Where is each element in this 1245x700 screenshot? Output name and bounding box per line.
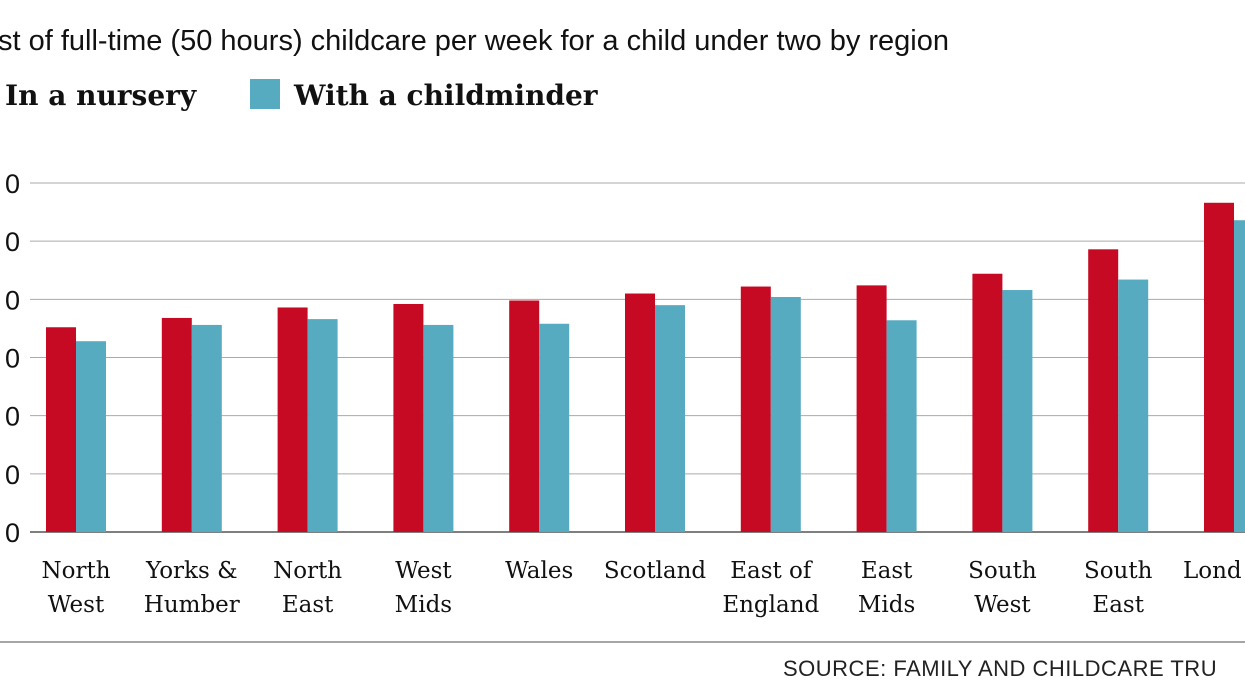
legend-label: With a childminder xyxy=(293,79,599,112)
y-tick-label: 0 xyxy=(5,402,20,432)
bar xyxy=(161,317,192,532)
x-tick-label: North East xyxy=(273,558,342,618)
x-tick-label: Lond xyxy=(1183,558,1242,584)
y-tick-label: 0 xyxy=(5,460,20,490)
bar xyxy=(856,285,887,532)
x-tick-label: East Mids xyxy=(858,558,915,618)
bar xyxy=(423,324,454,532)
y-tick-label: 0 xyxy=(5,227,20,257)
legend-label: In a nursery xyxy=(5,79,197,112)
bar xyxy=(539,323,570,532)
x-tick-label: North West xyxy=(41,558,110,618)
x-tick-label: South East xyxy=(1084,558,1153,618)
bar xyxy=(770,297,801,532)
chart-title: st of full-time (50 hours) childcare per… xyxy=(0,25,949,57)
x-tick-label: Yorks & Humber xyxy=(144,558,240,618)
bar xyxy=(307,319,338,532)
bar xyxy=(972,273,1003,532)
x-tick-label: East of England xyxy=(722,558,819,618)
bar xyxy=(191,324,222,532)
bar xyxy=(1204,202,1234,532)
bar xyxy=(277,307,308,532)
bar xyxy=(46,327,76,532)
bar xyxy=(1002,290,1033,532)
y-tick-label: 0 xyxy=(5,344,20,374)
bar xyxy=(655,305,685,532)
x-tick-label: South West xyxy=(968,558,1037,618)
bar xyxy=(76,341,106,532)
y-tick-label: 0 xyxy=(5,169,20,199)
bar xyxy=(740,286,771,532)
bar xyxy=(1234,220,1245,532)
bar xyxy=(509,300,540,532)
bar xyxy=(1088,249,1119,532)
y-tick-label: 0 xyxy=(5,285,20,315)
x-tick-label: Scotland xyxy=(604,558,707,584)
bar xyxy=(625,293,655,532)
y-tick-label: 0 xyxy=(5,518,20,548)
legend-swatch xyxy=(250,79,280,109)
source: SOURCE: FAMILY AND CHILDCARE TRU xyxy=(783,656,1217,681)
bar xyxy=(393,303,424,532)
bar xyxy=(1118,279,1149,532)
bar xyxy=(886,320,917,532)
x-tick-label: West Mids xyxy=(395,558,453,618)
x-tick-label: Wales xyxy=(505,558,573,584)
